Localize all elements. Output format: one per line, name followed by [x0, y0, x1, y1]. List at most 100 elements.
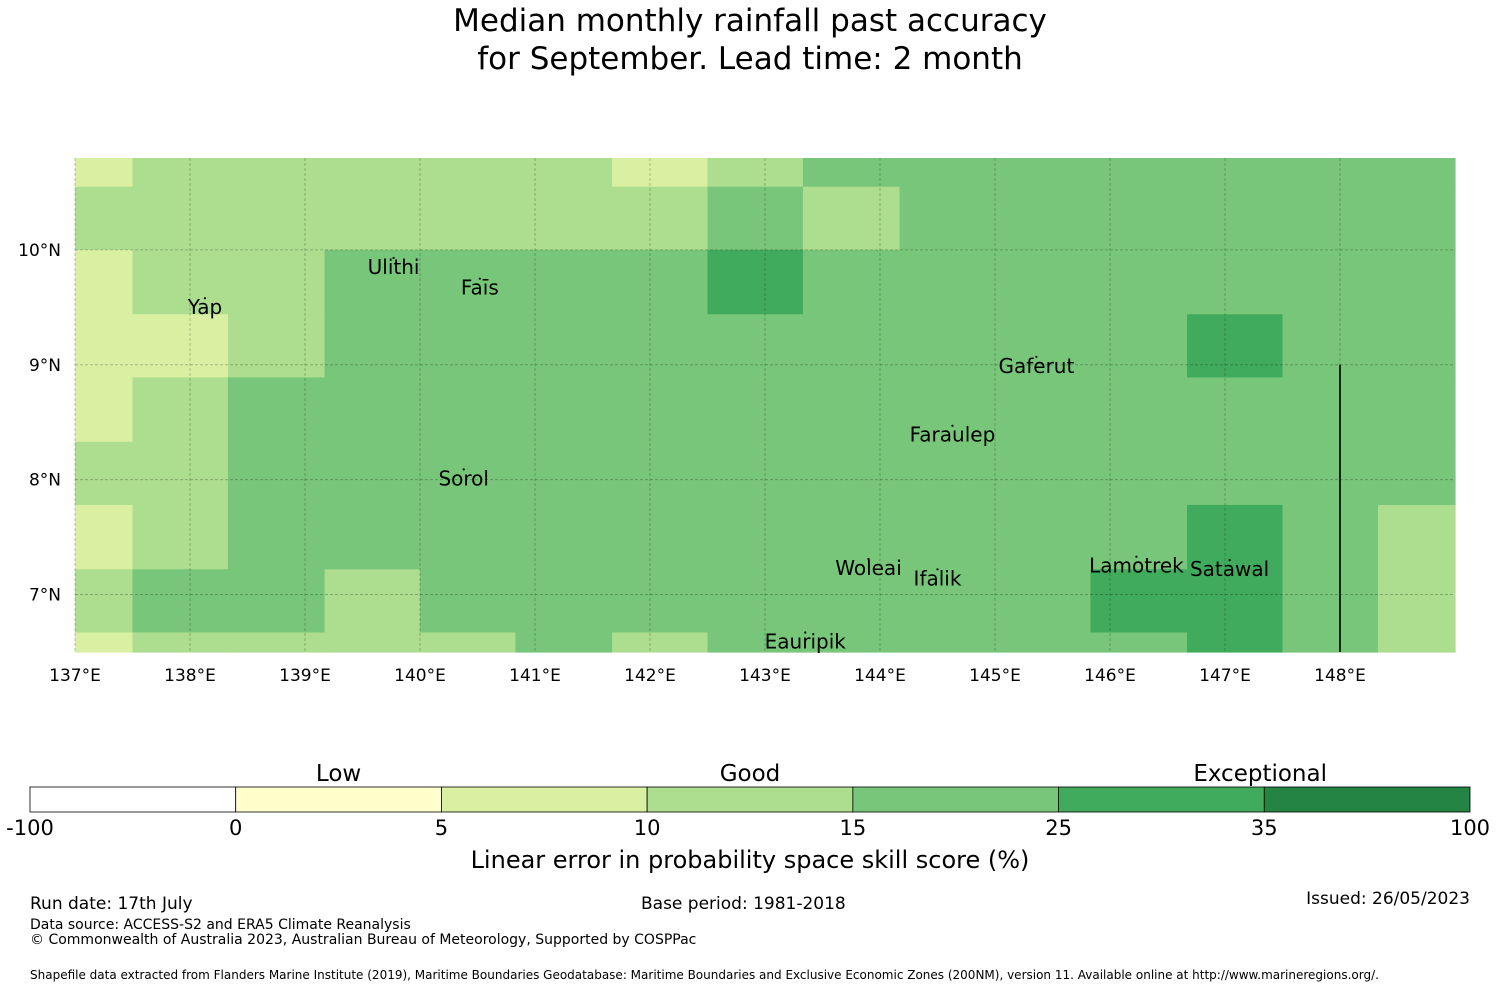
chart-title-line1: Median monthly rainfall past accuracy — [453, 3, 1047, 39]
heatmap-cell-r6-c12 — [1187, 504, 1284, 570]
heatmap-cell-r0-c7 — [707, 158, 804, 188]
heatmap-cell-r3-c11 — [1090, 314, 1188, 379]
heatmap-cell-r5-c5 — [515, 441, 613, 506]
heatmap-cell-r8-c0 — [75, 632, 134, 653]
base-period: Base period: 1981-2018 — [641, 894, 846, 914]
heatmap-cell-r8-c3 — [324, 632, 421, 653]
colorbar-legend: -100 0 5 10 15 25 35 100 Low Good Exceptional Linea… — [6, 761, 1490, 874]
heatmap-cell-r8-c4 — [420, 632, 517, 653]
heatmap-cell-r7-c3 — [324, 569, 421, 634]
island-marker-woleai — [867, 557, 870, 561]
heatmap-cell-r5-c9 — [899, 441, 996, 506]
island-marker-fas — [478, 277, 481, 280]
heatmap-cell-r2-c13 — [1282, 249, 1379, 315]
heatmap-cell-r4-c12 — [1187, 377, 1284, 443]
heatmap-cell-r6-c5 — [515, 504, 613, 570]
shapefile-credit: Shapefile data extracted from Flanders M… — [30, 968, 1379, 982]
heatmap-cell-r0-c11 — [1090, 158, 1188, 188]
heatmap-cell-r6-c6 — [612, 504, 709, 570]
place-label-eauripik: Eauripik — [765, 630, 847, 654]
heatmap-cell-r2-c12 — [1187, 249, 1284, 315]
colorbar-segment-4 — [852, 786, 1059, 813]
heatmap-cell-r7-c7 — [707, 569, 804, 634]
place-label-sorol: Sorol — [438, 466, 489, 490]
heatmap-cell-r4-c13 — [1282, 377, 1379, 443]
heatmap-cell-r2-c14 — [1377, 249, 1456, 315]
heatmap-cell-r1-c12 — [1187, 186, 1284, 251]
heatmap-cell-r1-c3 — [324, 186, 421, 251]
heatmap-cell-r3-c5 — [515, 314, 613, 379]
heatmap-cell-r1-c7 — [707, 186, 804, 251]
data-source: Data source: ACCESS-S2 and ERA5 Climate … — [30, 917, 411, 933]
colorbar-tick-label: 35 — [1251, 816, 1278, 840]
heatmap-cell-r6-c9 — [899, 504, 996, 570]
heatmap-cell-r2-c9 — [899, 249, 996, 315]
place-label-lamotrek: Lamotrek — [1089, 554, 1184, 578]
heatmap-cell-r1-c9 — [899, 186, 996, 251]
heatmap-cell-r0-c13 — [1282, 158, 1379, 188]
heatmap-cell-r3-c1 — [132, 314, 229, 379]
island-marker-ulithi — [392, 256, 395, 260]
heatmap-cell-r5-c7 — [707, 441, 804, 506]
x-tick-label: 138°E — [164, 666, 216, 686]
heatmap-cell-r1-c8 — [802, 186, 901, 251]
heatmap-cell-r2-c2 — [227, 249, 326, 315]
island-marker-sorol — [462, 468, 465, 471]
x-tick-label: 145°E — [969, 666, 1021, 686]
heatmap-cell-r2-c1 — [132, 249, 229, 315]
heatmap-cell-r3-c14 — [1377, 314, 1456, 379]
island-marker-eauripik — [804, 631, 807, 634]
heatmap-cell-r6-c4 — [420, 504, 517, 570]
heatmap-cell-r1-c0 — [75, 186, 134, 251]
x-tick-label: 139°E — [279, 666, 331, 686]
heatmap-cell-r8-c14 — [1377, 632, 1456, 653]
x-tick-label: 137°E — [49, 666, 101, 686]
heatmap-cell-r1-c6 — [612, 186, 709, 251]
colorbar-segment-2 — [441, 786, 648, 813]
place-label-satawal: Satawal — [1190, 557, 1269, 581]
heatmap-cell-r7-c10 — [995, 569, 1092, 634]
heatmap-cell-r3-c2 — [227, 314, 326, 379]
heatmap-cell-r0-c3 — [324, 158, 421, 188]
colorbar-tick-label: 0 — [229, 816, 242, 840]
heatmap-cell-r8-c12 — [1187, 632, 1284, 653]
x-tick-label: 147°E — [1199, 666, 1251, 686]
heatmap-cell-r6-c10 — [995, 504, 1092, 570]
island-marker-gaferut — [1035, 355, 1038, 358]
place-label-woleai: Woleai — [835, 556, 902, 580]
colorbar-category-good: Good — [720, 761, 781, 787]
colorbar-segment-3 — [646, 786, 854, 813]
heatmap-cell-r0-c8 — [802, 158, 901, 188]
heatmap-cell-r6-c0 — [75, 504, 134, 570]
heatmap-cell-r1-c11 — [1090, 186, 1188, 251]
heatmap-cell-r5-c8 — [802, 441, 901, 506]
heatmap-cell-r2-c7 — [707, 249, 804, 315]
heatmap-cell-r4-c2 — [227, 377, 326, 443]
place-label-fas: Faīs — [461, 276, 499, 300]
heatmap-cell-r1-c10 — [995, 186, 1092, 251]
heatmap-cell-r5-c1 — [132, 441, 229, 506]
heatmap-cell-r0-c5 — [515, 158, 613, 188]
heatmap-cell-r5-c3 — [324, 441, 421, 506]
heatmap-cell-r1-c2 — [227, 186, 326, 251]
x-tick-label: 141°E — [509, 666, 561, 686]
run-date: Run date: 17th July — [30, 894, 193, 914]
heatmap-cell-r4-c14 — [1377, 377, 1456, 443]
heatmap-cell-r3-c7 — [707, 314, 804, 379]
y-tick-label: 7°N — [29, 586, 61, 606]
heatmap-cell-r8-c9 — [899, 632, 996, 653]
y-tick-label: 8°N — [29, 471, 61, 491]
heatmap-cell-r5-c4 — [420, 441, 517, 506]
heatmap-cell-r0-c0 — [75, 158, 134, 188]
heatmap-cell-r0-c6 — [612, 158, 709, 188]
heatmap-cell-r2-c0 — [75, 249, 134, 315]
heatmap-cell-r4-c1 — [132, 377, 229, 443]
colorbar-tick-label: 100 — [1450, 816, 1490, 840]
island-marker-faraulep — [951, 424, 954, 427]
heatmap-cell-r4-c8 — [802, 377, 901, 443]
heatmap-cell-r8-c2 — [227, 632, 326, 653]
heatmap-cell-r6-c3 — [324, 504, 421, 570]
heatmap-cell-r3-c8 — [802, 314, 901, 379]
place-label-faraulep: Faraulep — [910, 423, 996, 447]
heatmap-cell-r0-c10 — [995, 158, 1092, 188]
